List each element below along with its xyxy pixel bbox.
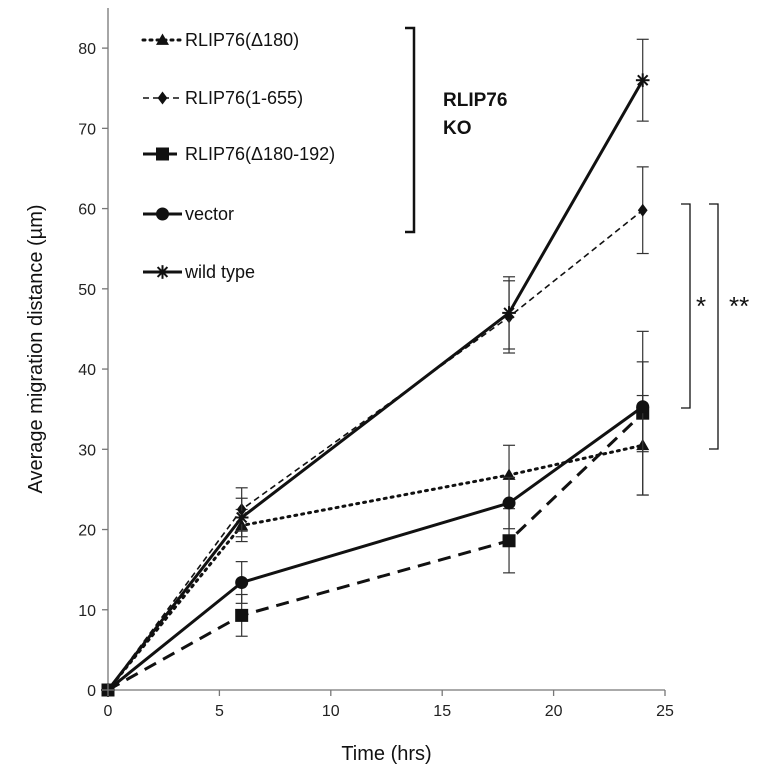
series-line: [107, 405, 644, 692]
legend-marker: [156, 207, 169, 221]
sig-bracket-single: [681, 203, 691, 409]
y-tick-label: 10: [78, 603, 96, 620]
asterisk-stroke: [503, 307, 515, 319]
asterisk-stroke: [156, 266, 169, 278]
axes: 0 10 20 30 40 50 60 70 80 0 5 10 15 20 25 Time (hrs) Ave…: [25, 8, 674, 765]
ko-label-line2: KO: [443, 118, 472, 139]
asterisk-stroke: [236, 511, 248, 524]
legend-item-2: RLIP76(Δ180-192): [143, 144, 335, 164]
legend-item-0: RLIP76(Δ180): [141, 30, 299, 50]
x-axis-title: Time (hrs): [341, 743, 431, 765]
legend-label: RLIP76(Δ180-192): [185, 144, 335, 164]
sig-bracket-double: [709, 203, 719, 450]
sig-label-single: *: [696, 291, 706, 321]
data-point: [502, 306, 516, 320]
data-point: [635, 73, 650, 88]
y-tick-label: 50: [78, 282, 96, 299]
data-point: [235, 608, 249, 622]
series-line: [107, 412, 644, 692]
legend-item-3: vector: [143, 204, 234, 224]
x-tick-label: 0: [104, 703, 113, 720]
data-point: [637, 203, 648, 217]
y-axis-title: Average migration distance (µm): [25, 204, 47, 493]
y-tick-label: 60: [78, 202, 96, 219]
series-0: [101, 394, 650, 695]
y-tick-label: 80: [78, 41, 96, 58]
y-tick-label: 30: [78, 442, 96, 459]
x-tick-label: 5: [215, 703, 224, 720]
data-point: [636, 400, 650, 414]
series-line: [106, 443, 645, 692]
x-tick-label: 20: [545, 703, 563, 720]
data-point: [235, 575, 249, 589]
legend-item-4: wild type: [143, 262, 255, 282]
series-4: [101, 38, 650, 697]
y-tick-label: 20: [78, 523, 96, 540]
series-line: [107, 209, 644, 691]
x-tick-label: 25: [656, 703, 674, 720]
y-tick-label: 0: [87, 683, 96, 700]
legend-marker: [156, 33, 169, 45]
data-point: [502, 534, 516, 548]
series-line: [106, 79, 645, 691]
plot-area: [101, 38, 650, 697]
x-tick-label: 15: [433, 703, 451, 720]
series-2: [101, 330, 650, 697]
legend-marker: [155, 265, 170, 279]
legend-label: RLIP76(1-655): [185, 88, 303, 108]
data-point: [502, 496, 516, 510]
legend: RLIP76(Δ180) RLIP76(1-655) RLIP76(Δ180-192…: [141, 30, 335, 282]
data-point: [234, 510, 249, 525]
legend-marker: [157, 91, 168, 105]
ko-label-line1: RLIP76: [443, 90, 507, 111]
y-tick-label: 70: [78, 121, 96, 138]
series-1: [103, 166, 649, 697]
asterisk-stroke: [637, 74, 649, 86]
legend-item-1: RLIP76(1-655): [143, 88, 303, 108]
legend-label: vector: [185, 204, 234, 224]
x-tick-label: 10: [322, 703, 340, 720]
legend-marker: [156, 147, 169, 161]
legend-label: RLIP76(Δ180): [185, 30, 299, 50]
y-tick-label: 40: [78, 362, 96, 379]
legend-label: wild type: [184, 262, 255, 282]
sig-label-double: **: [729, 291, 749, 321]
ko-bracket: [405, 26, 416, 234]
